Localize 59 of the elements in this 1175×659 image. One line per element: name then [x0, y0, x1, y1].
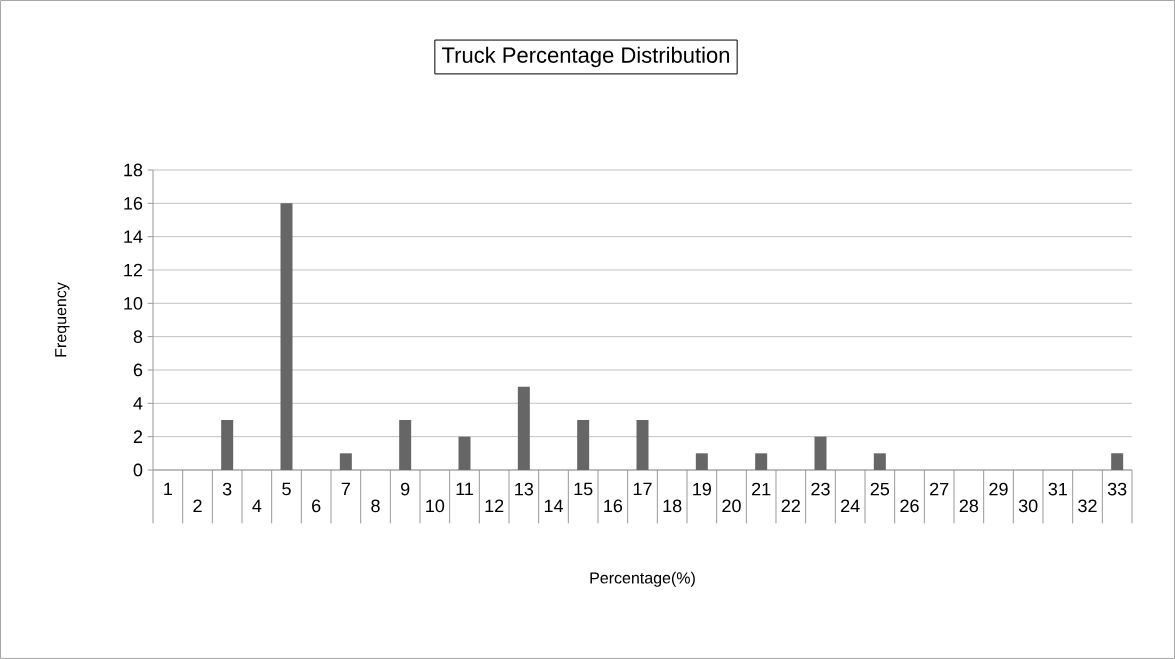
x-tick-label: 11 — [456, 482, 473, 496]
x-tick-label: 32 — [1078, 499, 1097, 513]
x-tick-label: 18 — [663, 499, 682, 513]
bar — [636, 419, 649, 470]
x-tick-label: 8 — [371, 499, 380, 513]
x-tick-label: 20 — [722, 499, 741, 513]
x-tick-label: 19 — [693, 482, 711, 496]
bar — [458, 436, 471, 470]
bar — [221, 419, 234, 470]
bar — [517, 386, 530, 470]
bar — [814, 436, 827, 470]
x-tick-label: 9 — [401, 482, 410, 496]
x-tick-label: 30 — [1018, 499, 1038, 513]
x-tick-label: 24 — [841, 499, 860, 513]
bar — [399, 419, 412, 470]
x-tick-label: 2 — [193, 499, 202, 513]
x-tick-label: 26 — [900, 499, 919, 513]
x-tick-label: 22 — [781, 499, 800, 513]
x-tick-label: 25 — [870, 482, 890, 496]
x-tick-label: 7 — [341, 482, 350, 496]
bar — [577, 419, 590, 470]
bar — [280, 203, 293, 470]
bar — [873, 453, 886, 470]
y-tick-label: 16 — [124, 196, 143, 210]
x-tick-label: 33 — [1107, 482, 1127, 496]
x-tick-label: 5 — [282, 482, 291, 496]
x-tick-label: 4 — [252, 499, 262, 513]
y-tick-label: 14 — [124, 230, 143, 243]
bar — [755, 453, 768, 470]
x-tick-label: 17 — [633, 482, 652, 496]
x-tick-label: 6 — [312, 499, 321, 513]
x-tick-label: 21 — [752, 482, 771, 496]
y-tick-label: 8 — [133, 330, 143, 344]
y-tick-label: 0 — [133, 463, 143, 477]
x-tick-label: 15 — [574, 482, 593, 496]
bar — [695, 453, 708, 470]
x-tick-label: 14 — [544, 499, 563, 513]
y-tick-label: 18 — [124, 163, 143, 177]
chart-title: Truck Percentage Distribution — [442, 46, 730, 68]
bar — [1111, 453, 1124, 470]
bar — [339, 453, 352, 470]
x-tick-label: 1 — [164, 482, 172, 496]
y-axis-title: Frequency — [55, 282, 70, 357]
x-tick-label: 13 — [515, 482, 534, 496]
x-tick-label: 10 — [426, 499, 445, 513]
x-tick-label: 23 — [811, 482, 830, 496]
x-tick-label: 29 — [989, 482, 1008, 496]
x-tick-label: 31 — [1048, 482, 1067, 496]
y-tick-label: 12 — [124, 263, 143, 277]
x-axis-title: Percentage(%) — [590, 571, 695, 587]
y-tick-label: 2 — [133, 430, 143, 443]
y-tick-label: 10 — [124, 296, 143, 310]
x-tick-label: 16 — [604, 499, 623, 513]
x-tick-label: 12 — [485, 499, 504, 513]
x-tick-label: 28 — [959, 499, 979, 513]
y-tick-label: 6 — [133, 363, 143, 377]
x-tick-label: 27 — [930, 482, 949, 496]
y-tick-label: 4 — [133, 397, 143, 410]
x-tick-label: 3 — [222, 482, 232, 496]
